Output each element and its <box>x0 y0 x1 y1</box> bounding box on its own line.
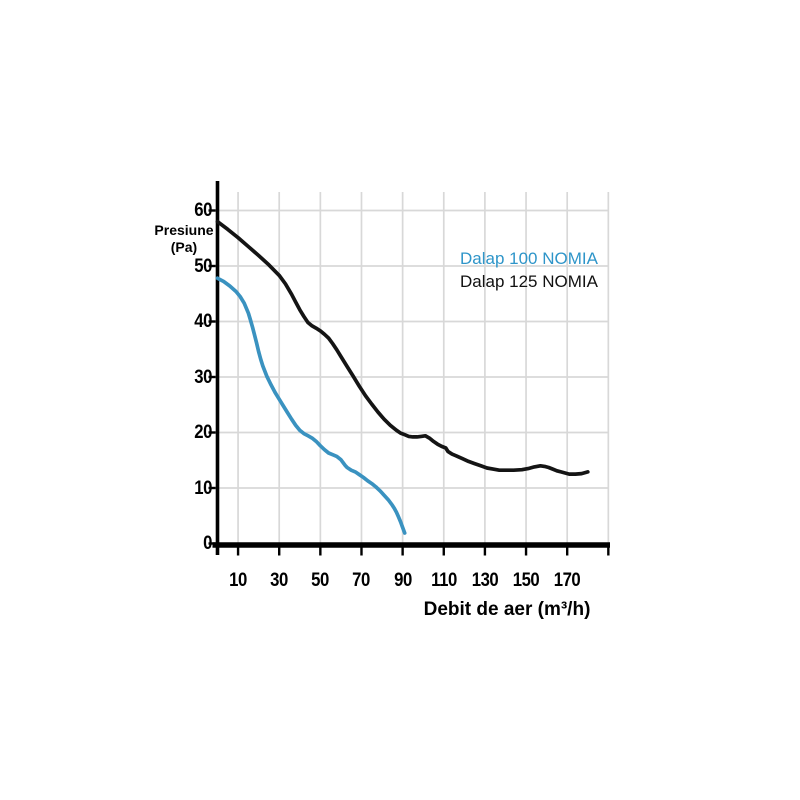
y-tick-label: 50 <box>194 255 212 277</box>
legend-item-dalap-125-nomia: Dalap 125 NOMIA <box>460 272 598 291</box>
x-tick-label: 50 <box>311 570 330 591</box>
y-tick-label: 30 <box>194 366 212 388</box>
series-curve-dalap-100-nomia <box>215 276 407 535</box>
x-tick-label: 170 <box>553 570 581 591</box>
y-axis-title-line2: (Pa) <box>170 239 198 255</box>
x-tick-label: 70 <box>352 570 371 591</box>
x-tick-label: 110 <box>430 570 457 591</box>
y-axis-title: Presiune (Pa) <box>151 222 217 256</box>
chart-legend: Dalap 100 NOMIA Dalap 125 NOMIA <box>460 247 598 293</box>
y-tick-label: 0 <box>203 533 212 554</box>
y-tick-label: 60 <box>194 200 212 221</box>
y-tick-label: 20 <box>194 422 212 443</box>
x-axis-title: Debit de aer (m³/h) <box>423 599 591 620</box>
legend-item-dalap-100-nomia: Dalap 100 NOMIA <box>460 249 598 268</box>
y-axis-title-line1: Presiune <box>154 222 214 238</box>
x-tick-label: 10 <box>229 570 247 591</box>
x-tick-label: 150 <box>512 570 540 591</box>
y-tick-label: 10 <box>194 477 212 499</box>
series-curve-dalap-125-nomia <box>215 219 590 476</box>
x-tick-label: 130 <box>471 570 499 591</box>
y-tick-label: 40 <box>194 311 212 332</box>
x-tick-label: 90 <box>393 570 412 591</box>
x-tick-label: 30 <box>270 570 289 591</box>
